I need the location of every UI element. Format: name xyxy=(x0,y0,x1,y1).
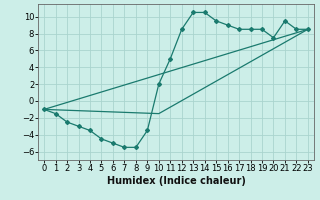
X-axis label: Humidex (Indice chaleur): Humidex (Indice chaleur) xyxy=(107,176,245,186)
